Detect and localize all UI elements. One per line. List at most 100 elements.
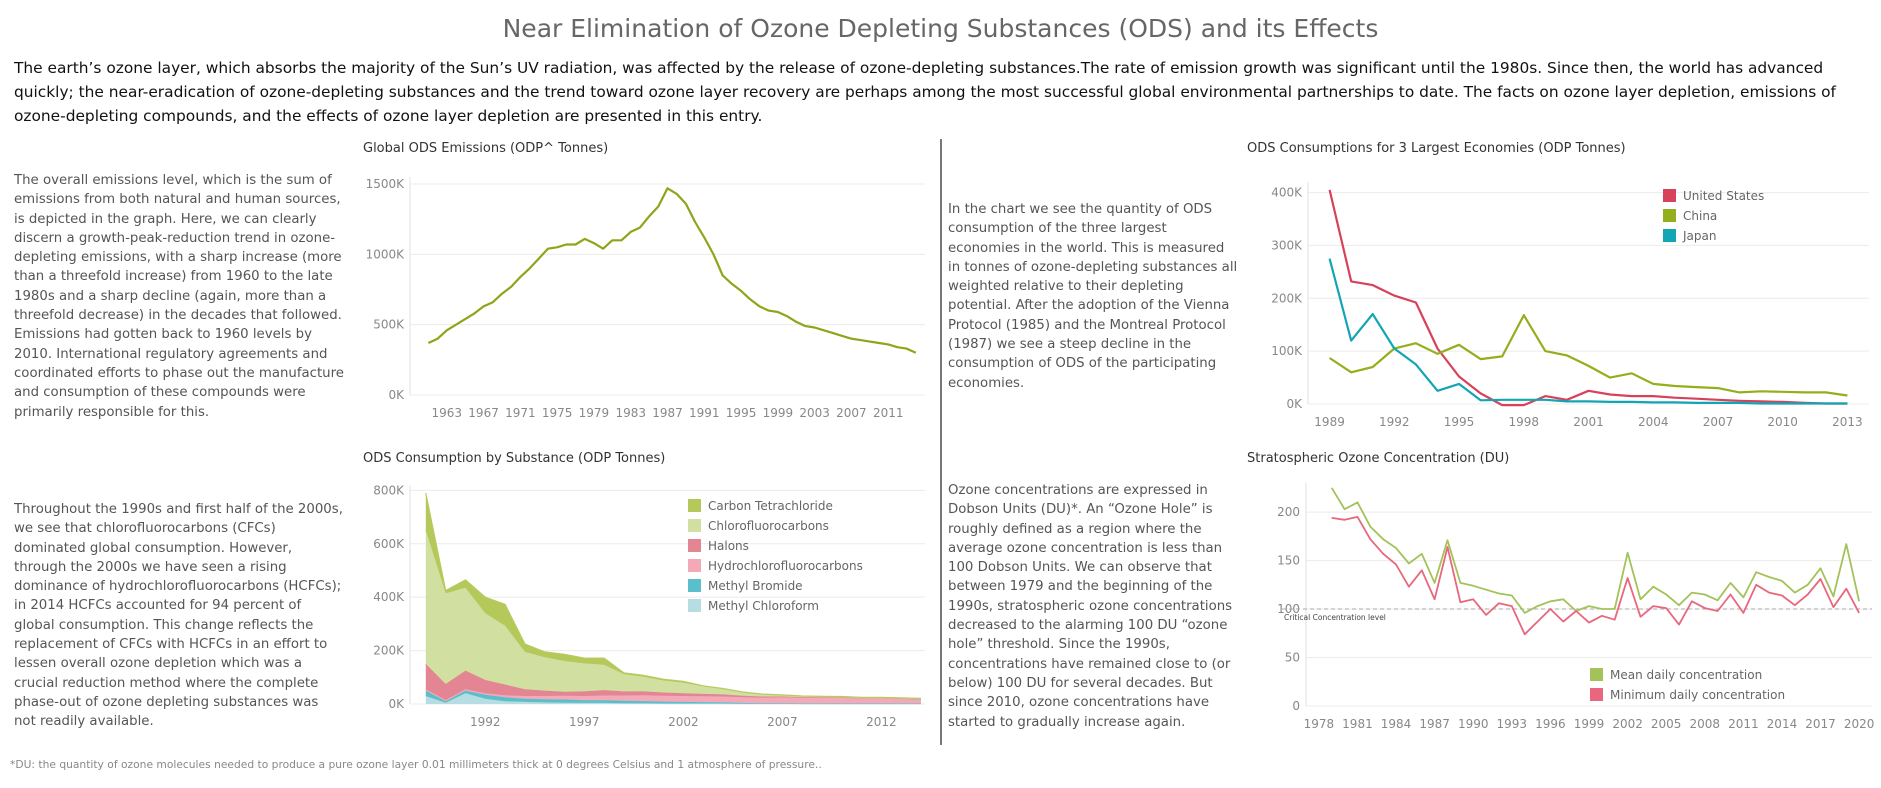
ozone-chart-title: Stratospheric Ozone Concentration (DU) [1247, 451, 1510, 466]
x-tick-label: 2020 [1844, 717, 1875, 731]
x-tick-label: 2004 [1638, 415, 1669, 429]
x-tick-label: 1989 [1314, 415, 1345, 429]
substances-chart-title: ODS Consumption by Substance (ODP Tonnes… [363, 451, 666, 466]
y-tick-label: 0K [1286, 397, 1303, 411]
x-tick-label: 2003 [799, 406, 830, 420]
legend-label: United States [1683, 189, 1764, 203]
x-tick-label: 2007 [1703, 415, 1734, 429]
x-tick-label: 1990 [1458, 717, 1489, 731]
y-tick-label: 400K [373, 590, 405, 604]
x-tick-label: 1981 [1342, 717, 1373, 731]
reference-line-label: Critical Concentration level [1284, 613, 1386, 622]
economies-line-chart: 0K 100K 200K 300K 400K 1989 1992 1995 1998 2001 20… [1271, 182, 1869, 429]
y-tick-label: 100K [1271, 344, 1303, 358]
x-tick-label: 2012 [866, 715, 897, 729]
y-tick-label: 400K [1271, 186, 1303, 200]
y-tick-label: 300K [1271, 238, 1303, 252]
x-tick-label: 1971 [505, 406, 536, 420]
legend-swatch [688, 559, 701, 572]
x-tick-label: 1967 [468, 406, 499, 420]
legend-label: Mean daily concentration [1610, 668, 1762, 682]
legend-label: Carbon Tetrachloride [708, 499, 833, 513]
emissions-line-chart: 0K 500K 1000K 1500K 1963 1967 1971 1975 1979 1983… [366, 177, 925, 420]
y-tick-label: 100 [1277, 602, 1300, 616]
x-tick-label: 2008 [1689, 717, 1720, 731]
legend-swatch [688, 579, 701, 592]
series-line [1331, 516, 1860, 636]
x-tick-label: 1987 [652, 406, 683, 420]
x-tick-label: 1978 [1304, 717, 1335, 731]
legend-label: Japan [1682, 229, 1716, 243]
x-tick-label: 2002 [668, 715, 699, 729]
area-edge [425, 492, 922, 699]
economies-description: In the chart we see the quantity of ODS … [948, 202, 1238, 391]
legend-swatch [688, 519, 701, 532]
legend-label: China [1683, 209, 1717, 223]
x-tick-label: 1983 [615, 406, 646, 420]
legend-label: Hydrochlorofluorocarbons [708, 559, 863, 573]
page-title: Near Elimination of Ozone Depleting Subs… [502, 14, 1379, 43]
series-line [1328, 258, 1848, 405]
x-tick-label: 2017 [1805, 717, 1836, 731]
y-tick-label: 200 [1277, 505, 1300, 519]
x-tick-label: 1975 [542, 406, 573, 420]
x-tick-label: 1993 [1497, 717, 1528, 731]
legend-label: Chlorofluorocarbons [708, 519, 829, 533]
x-tick-label: 2011 [1728, 717, 1759, 731]
area-band [425, 690, 921, 704]
x-tick-label: 2013 [1832, 415, 1863, 429]
series-line [1328, 189, 1848, 407]
series-line [1328, 314, 1848, 397]
y-tick-label: 500K [373, 318, 405, 332]
x-tick-label: 1997 [569, 715, 600, 729]
footnote: *DU: the quantity of ozone molecules nee… [10, 758, 822, 771]
x-tick-label: 2001 [1573, 415, 1604, 429]
emissions-description: The overall emissions level, which is th… [14, 173, 344, 420]
y-tick-label: 1000K [366, 247, 406, 261]
legend-swatch [688, 499, 701, 512]
x-tick-label: 2011 [873, 406, 904, 420]
x-tick-label: 2007 [836, 406, 867, 420]
x-tick-label: 1992 [1379, 415, 1410, 429]
x-tick-label: 1992 [470, 715, 501, 729]
x-tick-label: 1991 [689, 406, 720, 420]
substances-area-chart: 0K 200K 400K 600K 800K 1992 1997 2002 2007 2012 Ca… [373, 483, 925, 729]
x-tick-label: 2002 [1612, 717, 1643, 731]
x-tick-label: 1998 [1508, 415, 1539, 429]
legend-swatch [1663, 209, 1676, 222]
legend-swatch [1590, 688, 1603, 701]
legend-label: Methyl Bromide [708, 579, 803, 593]
legend-swatch [1663, 189, 1676, 202]
x-tick-label: 1999 [1574, 717, 1605, 731]
x-tick-label: 2014 [1767, 717, 1798, 731]
x-tick-label: 1987 [1419, 717, 1450, 731]
economies-chart-title: ODS Consumptions for 3 Largest Economies… [1247, 141, 1626, 156]
x-tick-label: 1984 [1381, 717, 1412, 731]
legend-swatch [1590, 668, 1603, 681]
y-tick-label: 150 [1277, 554, 1300, 568]
y-tick-label: 600K [373, 537, 405, 551]
y-tick-label: 1500K [366, 177, 406, 191]
x-tick-label: 1979 [579, 406, 610, 420]
y-tick-label: 0 [1292, 699, 1300, 713]
emissions-chart-title: Global ODS Emissions (ODP^ Tonnes) [363, 141, 609, 156]
legend-label: Minimum daily concentration [1610, 688, 1785, 702]
vertical-divider [940, 139, 942, 745]
legend-label: Halons [708, 539, 749, 553]
x-tick-label: 1995 [726, 406, 757, 420]
y-tick-label: 800K [373, 483, 405, 497]
intro-paragraph: The earth’s ozone layer, which absorbs t… [14, 59, 1836, 125]
y-tick-label: 0K [388, 388, 405, 402]
series-line [427, 187, 917, 354]
x-tick-label: 1995 [1444, 415, 1475, 429]
substances-description: Throughout the 1990s and first half of t… [14, 502, 343, 730]
y-tick-label: 200K [373, 644, 405, 658]
x-tick-label: 1999 [763, 406, 794, 420]
x-tick-label: 2007 [767, 715, 798, 729]
ozone-description: Ozone concentrations are expressed in Do… [948, 483, 1233, 730]
x-tick-label: 2005 [1651, 717, 1682, 731]
x-tick-label: 2010 [1767, 415, 1798, 429]
x-tick-label: 1996 [1535, 717, 1566, 731]
y-tick-label: 0K [388, 697, 405, 711]
ozone-line-chart: 0 50 100 150 200 1978 1981 1984 1987 1990 1993 1996… [1277, 483, 1875, 731]
